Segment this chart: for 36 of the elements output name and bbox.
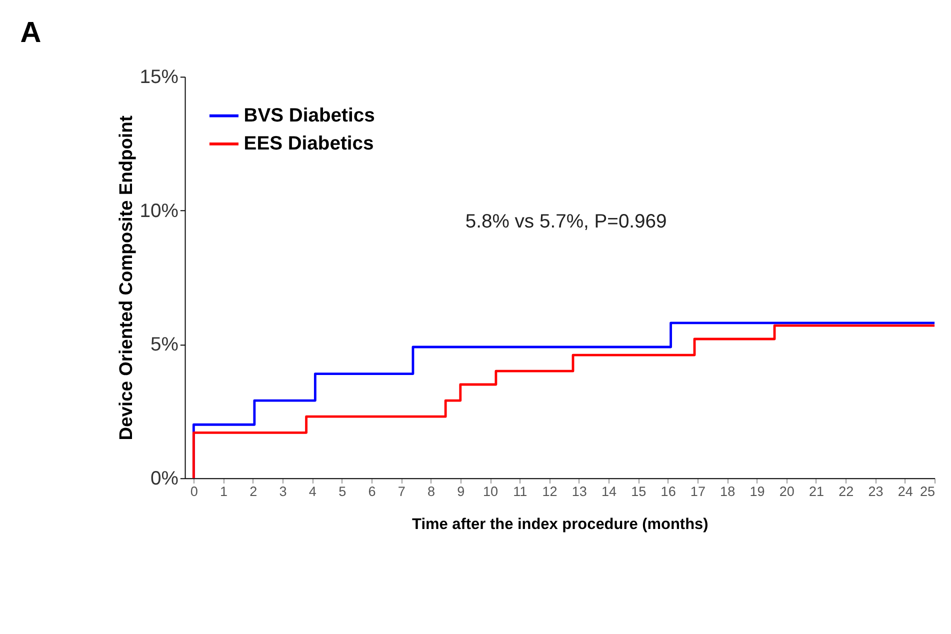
x-axis-title: Time after the index procedure (months) [412, 516, 708, 533]
x-tick-label: 9 [457, 484, 465, 500]
x-tick-label: 7 [398, 484, 406, 500]
x-tick-label: 12 [542, 484, 558, 500]
x-tick-label: 20 [779, 484, 794, 500]
x-tick-label: 2 [250, 484, 258, 500]
chart-title: A [20, 16, 42, 49]
x-tick-label: 6 [368, 484, 376, 500]
x-tick-label: 0 [190, 484, 198, 500]
x-tick-label: 4 [308, 484, 317, 500]
x-tick-label: 1 [220, 484, 228, 500]
x-tick-label: 15 [631, 484, 646, 500]
x-tick-label: 24 [898, 484, 914, 500]
x-tick-label: 14 [602, 484, 618, 500]
legend-label: EES Diabetics [244, 132, 374, 155]
x-tick-label: 17 [690, 484, 706, 500]
x-tick-label: 8 [427, 484, 436, 500]
x-tick-label: 19 [750, 484, 765, 500]
x-tick-label: 23 [868, 484, 884, 500]
x-tick-label: 5 [338, 484, 346, 500]
x-tick-label: 16 [660, 484, 676, 500]
x-tick-label: 21 [808, 484, 824, 500]
y-tick-label: 15% [140, 66, 178, 88]
y-axis-title: Device Oriented Composite Endpoint [115, 116, 136, 440]
x-tick-label: 18 [720, 484, 736, 500]
y-tick-label: 10% [140, 200, 178, 222]
y-tick-label: 0% [150, 467, 178, 490]
x-tick-label: 10 [482, 484, 498, 500]
x-tick-label: 13 [572, 484, 587, 500]
x-tick-label: 22 [838, 484, 854, 500]
x-tick-label: 25 [920, 484, 936, 500]
x-tick-label: 3 [279, 484, 287, 500]
annotation: 5.8% vs 5.7%, P=0.969 [465, 210, 667, 233]
legend-label: BVS Diabetics [244, 104, 375, 127]
x-tick-label: 11 [513, 484, 528, 500]
y-tick-label: 5% [150, 334, 178, 356]
